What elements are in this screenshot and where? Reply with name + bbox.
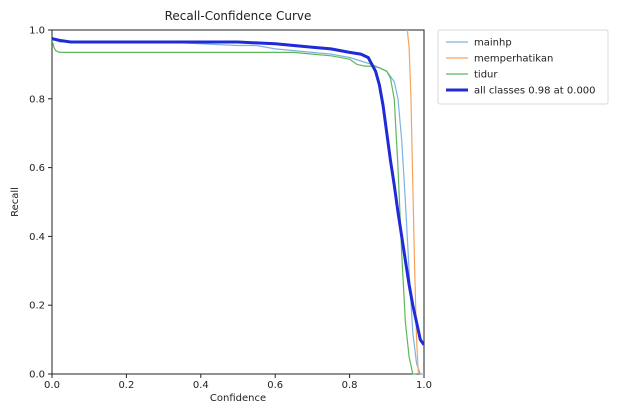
series-line-mainhp	[52, 39, 424, 375]
x-axis: 0.0 0.2 0.4 0.6 0.8 1.0	[44, 374, 432, 391]
x-tick-label: 0.8	[342, 380, 358, 391]
legend-entry: tidur	[474, 70, 498, 81]
legend-box	[437, 29, 609, 105]
x-tick-label: 0.2	[118, 380, 134, 391]
series-line-all	[52, 37, 424, 346]
y-tick-label: 0.0	[29, 370, 45, 381]
x-tick-label: 0.0	[44, 380, 60, 391]
y-axis-label: Recall	[10, 187, 21, 217]
y-tick-label: 0.4	[29, 232, 45, 243]
legend: mainhp memperhatikan tidur all classes 0.98…	[437, 29, 609, 105]
chart-title: Recall-Confidence Curve	[165, 9, 312, 23]
legend-entry: mainhp	[474, 38, 512, 49]
plot-area	[51, 29, 425, 375]
y-tick-label: 0.8	[29, 94, 45, 105]
y-axis: 0.0 0.2 0.4 0.6 0.8 1.0	[29, 26, 52, 381]
x-tick-label: 0.4	[193, 380, 209, 391]
x-tick-label: 1.0	[416, 380, 432, 391]
legend-entry: memperhatikan	[474, 54, 553, 65]
y-tick-label: 0.2	[29, 301, 45, 312]
x-tick-label: 0.6	[267, 380, 283, 391]
y-tick-label: 1.0	[29, 26, 45, 37]
y-tick-label: 0.6	[29, 163, 45, 174]
x-axis-label: Confidence	[210, 393, 266, 404]
series-line-tidur	[52, 40, 417, 375]
legend-entry: all classes 0.98 at 0.000	[474, 86, 596, 97]
series-line-memperhatikan	[406, 29, 419, 375]
series-lines	[52, 29, 424, 375]
